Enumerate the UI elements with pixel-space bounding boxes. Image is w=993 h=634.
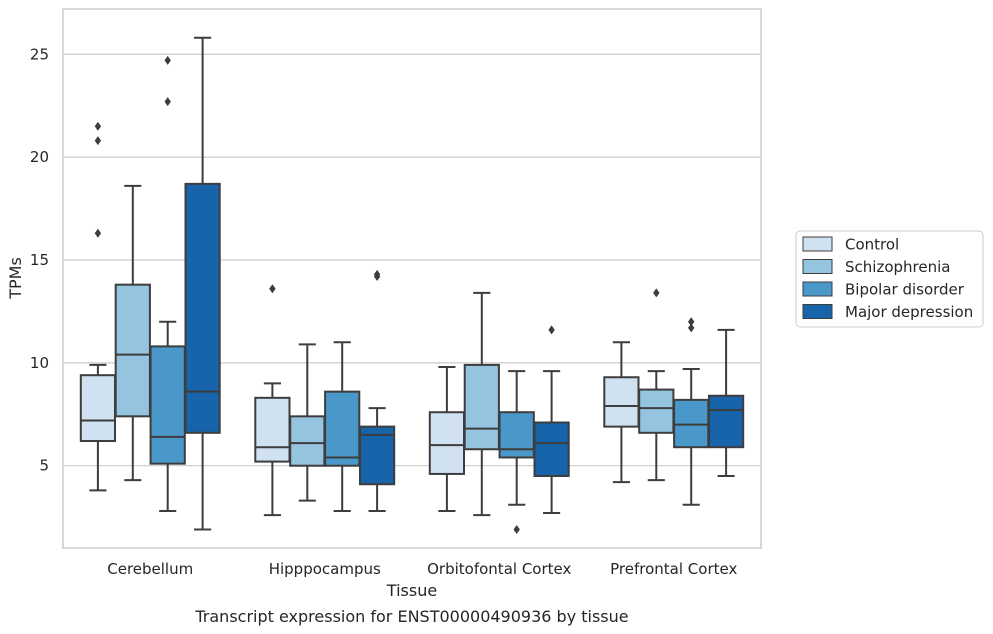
box-iqr [533, 421, 570, 477]
box-element [254, 284, 291, 517]
outlier-point [164, 55, 171, 65]
x-tick-label: Prefrontal Cortex [610, 560, 737, 578]
legend-swatch [802, 304, 833, 319]
legend-label: Control [845, 236, 899, 254]
box-element [324, 341, 361, 512]
outlier-point [269, 284, 276, 294]
x-tick-label: Cerebellum [107, 560, 193, 578]
box-iqr [79, 374, 117, 443]
legend-label: Schizophrenia [845, 258, 950, 276]
outlier-point [548, 325, 555, 335]
box-iqr [707, 394, 745, 449]
box-iqr [289, 415, 326, 467]
box-element [533, 325, 570, 515]
box-element [463, 291, 500, 517]
legend-label: Bipolar disorder [845, 281, 965, 299]
outlier-point [94, 136, 102, 146]
box-iqr [114, 283, 151, 418]
box-iqr [603, 376, 640, 428]
box-element [428, 365, 466, 512]
legend: Control Schizophrenia Bipolar disorder Majo… [795, 230, 984, 328]
legend-swatch [802, 281, 833, 297]
legend-swatch [802, 236, 833, 252]
x-tick-label: Orbitofontal Cortex [427, 560, 571, 578]
box-element [149, 55, 186, 512]
box-element [498, 370, 535, 534]
outlier-point [688, 323, 695, 333]
box-iqr [673, 398, 710, 449]
box-element [358, 269, 396, 512]
y-tick-labels: 5 10 15 20 25 [30, 45, 49, 474]
outlier-point [513, 524, 520, 534]
x-tick-labels: Cerebellum Hipppocampus Orbitofontal Corte… [107, 560, 737, 578]
y-axis-label: TPMs [6, 257, 25, 300]
y-tick-label: 15 [30, 251, 49, 269]
box-element [289, 343, 326, 502]
box-iqr [428, 411, 466, 475]
box-iqr [149, 345, 186, 465]
x-axis-label: Tissue [386, 581, 437, 600]
legend-swatch [802, 259, 833, 274]
y-tick-label: 10 [30, 354, 49, 372]
box-element [707, 328, 745, 477]
box-iqr [463, 363, 500, 451]
box-element [603, 341, 640, 484]
box-iqr [638, 388, 675, 434]
legend-label: Major depression [845, 303, 973, 321]
box-element [638, 288, 675, 482]
outlier-point [164, 97, 171, 107]
box-iqr [358, 425, 396, 486]
box-element [184, 36, 221, 531]
plot-boxes [79, 36, 745, 534]
legend-frame [795, 230, 984, 328]
box-iqr [498, 411, 535, 459]
outlier-point [94, 121, 102, 131]
y-tick-label: 20 [30, 148, 49, 166]
y-tick-label: 25 [30, 45, 49, 63]
x-tick-label: Hipppocampus [269, 560, 381, 578]
plot-frame [62, 8, 762, 549]
outlier-point [653, 288, 660, 298]
outlier-point [94, 228, 102, 238]
box-iqr [324, 390, 361, 467]
box-element [79, 121, 117, 492]
outlier-point [373, 271, 381, 281]
box-element [114, 184, 151, 482]
y-tick-label: 5 [39, 457, 49, 475]
box-iqr [254, 396, 291, 463]
chart-caption: Transcript expression for ENST0000049093… [194, 607, 628, 626]
box-element [673, 317, 710, 506]
outlier-point [688, 317, 695, 327]
box-iqr [184, 182, 221, 434]
